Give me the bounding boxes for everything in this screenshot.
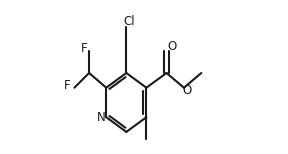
Text: F: F [80,42,87,55]
Text: Cl: Cl [123,15,135,28]
Text: O: O [167,40,177,53]
Text: F: F [64,79,71,91]
Text: N: N [96,111,105,124]
Text: O: O [182,84,191,97]
